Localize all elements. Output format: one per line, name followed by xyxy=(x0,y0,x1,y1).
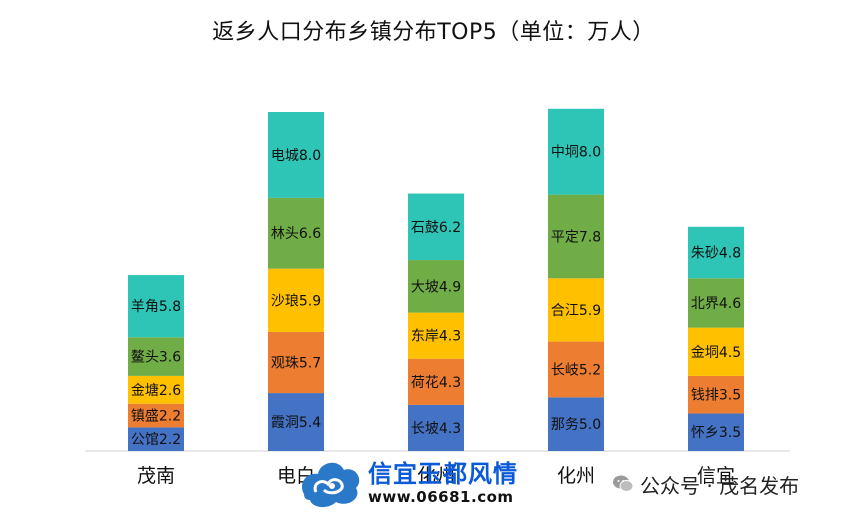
segment-label: 石鼓6.2 xyxy=(411,220,461,236)
bar-segment xyxy=(548,194,604,279)
bar-segment xyxy=(548,278,604,342)
segment-label: 长坡4.3 xyxy=(411,421,461,437)
watermark-text: 信宜玉都风情 xyxy=(368,460,518,488)
segment-label: 合江5.9 xyxy=(551,303,601,319)
segment-label: 大坡4.9 xyxy=(411,279,461,295)
wechat-icon xyxy=(613,475,634,492)
segment-label: 长岐5.2 xyxy=(551,362,601,378)
bar-segment xyxy=(688,375,744,414)
segment-label: 金塘2.6 xyxy=(131,383,181,399)
segment-label: 林头6.6 xyxy=(271,226,321,242)
category-label: 化州 xyxy=(417,465,455,487)
segment-label: 沙琅5.9 xyxy=(271,293,321,309)
segment-label: 钱排3.5 xyxy=(691,388,741,404)
bar-segment xyxy=(128,275,184,338)
bar-segment xyxy=(268,112,324,198)
segment-label: 平定7.8 xyxy=(551,229,601,245)
segment-label: 中垌8.0 xyxy=(551,145,601,161)
bar-segment xyxy=(128,403,184,428)
bar-segment xyxy=(408,193,464,261)
bar-segment xyxy=(128,427,184,451)
bar-segment xyxy=(688,278,744,328)
segment-label: 荷花4.3 xyxy=(411,375,461,391)
bar-segment xyxy=(688,413,744,451)
bar-segment xyxy=(268,268,324,332)
bar-segment xyxy=(408,312,464,359)
category-label: 茂南 xyxy=(137,465,175,487)
segment-label: 镇盛2.2 xyxy=(131,409,181,425)
bar-segment xyxy=(688,327,744,376)
bar-segment xyxy=(408,404,464,451)
bar-segment xyxy=(688,226,744,279)
source-text: 公众号 · 茂名发布 xyxy=(640,473,800,498)
segment-label: 鳌头3.6 xyxy=(131,349,181,366)
watermark: 信宜玉都风情 www.06681.com xyxy=(298,452,568,512)
segment-label: 北界4.6 xyxy=(691,296,741,312)
segment-label: 电城8.0 xyxy=(271,148,321,164)
bar-segment xyxy=(408,260,464,313)
bar-segment xyxy=(268,393,324,451)
segment-label: 那务5.0 xyxy=(551,417,601,433)
segment-label: 朱砂4.8 xyxy=(691,246,741,262)
segment-label: 东岸4.3 xyxy=(411,329,461,345)
cloud-swirl-logo xyxy=(301,462,360,508)
segment-label: 公馆2.2 xyxy=(131,432,181,448)
category-label: 化州 xyxy=(557,465,595,487)
segment-label: 霞洞5.4 xyxy=(271,415,321,431)
bar-segment xyxy=(548,108,604,195)
bar-segment xyxy=(408,358,464,405)
chart-title: 返乡人口分布乡镇分布TOP5（单位：万人） xyxy=(212,20,655,45)
segment-labels: 公馆2.2 镇盛2.2 金塘2.6 鳌头3.6 羊角5.8 霞洞5.4 观珠5.7 沙琅5.9… xyxy=(131,145,741,448)
segment-label: 金垌4.5 xyxy=(691,345,741,361)
bar-segment xyxy=(268,331,324,394)
watermark-url: www.06681.com xyxy=(368,488,514,506)
bar-segment xyxy=(548,397,604,451)
bar-segment xyxy=(128,337,184,376)
source-tag: 公众号 · 茂名发布 xyxy=(612,470,799,498)
segment-label: 羊角5.8 xyxy=(131,299,181,315)
bar-segment xyxy=(548,341,604,398)
bar-stacks xyxy=(128,108,744,451)
bar-segment xyxy=(128,375,184,404)
bar-segment xyxy=(268,197,324,269)
category-label: 信宜 xyxy=(697,465,735,487)
segment-label: 观珠5.7 xyxy=(271,356,321,372)
segment-label: 怀乡3.5 xyxy=(691,425,741,441)
